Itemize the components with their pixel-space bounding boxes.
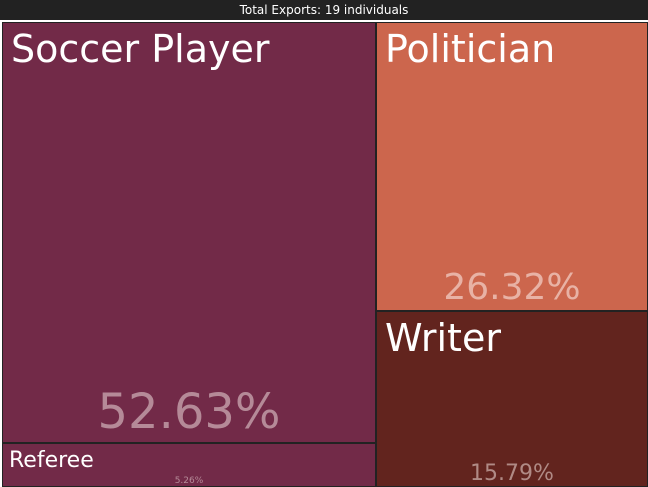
tile-label: Writer (385, 316, 501, 360)
tile-label: Soccer Player (11, 27, 270, 71)
tile-label: Politician (385, 27, 556, 71)
tile-label: Referee (9, 448, 94, 473)
tile-percentage: 52.63% (97, 384, 281, 440)
tile-politician[interactable]: Politician 26.32% (376, 22, 648, 311)
tile-percentage: 26.32% (443, 267, 581, 308)
tile-referee[interactable]: Referee 5.26% (2, 443, 376, 487)
tile-percentage: 15.79% (470, 461, 554, 486)
tile-writer[interactable]: Writer 15.79% (376, 311, 648, 487)
tile-percentage: 5.26% (174, 476, 204, 486)
tile-soccer-player[interactable]: Soccer Player 52.63% (2, 22, 376, 443)
chart-title: Total Exports: 19 individuals (0, 0, 648, 20)
